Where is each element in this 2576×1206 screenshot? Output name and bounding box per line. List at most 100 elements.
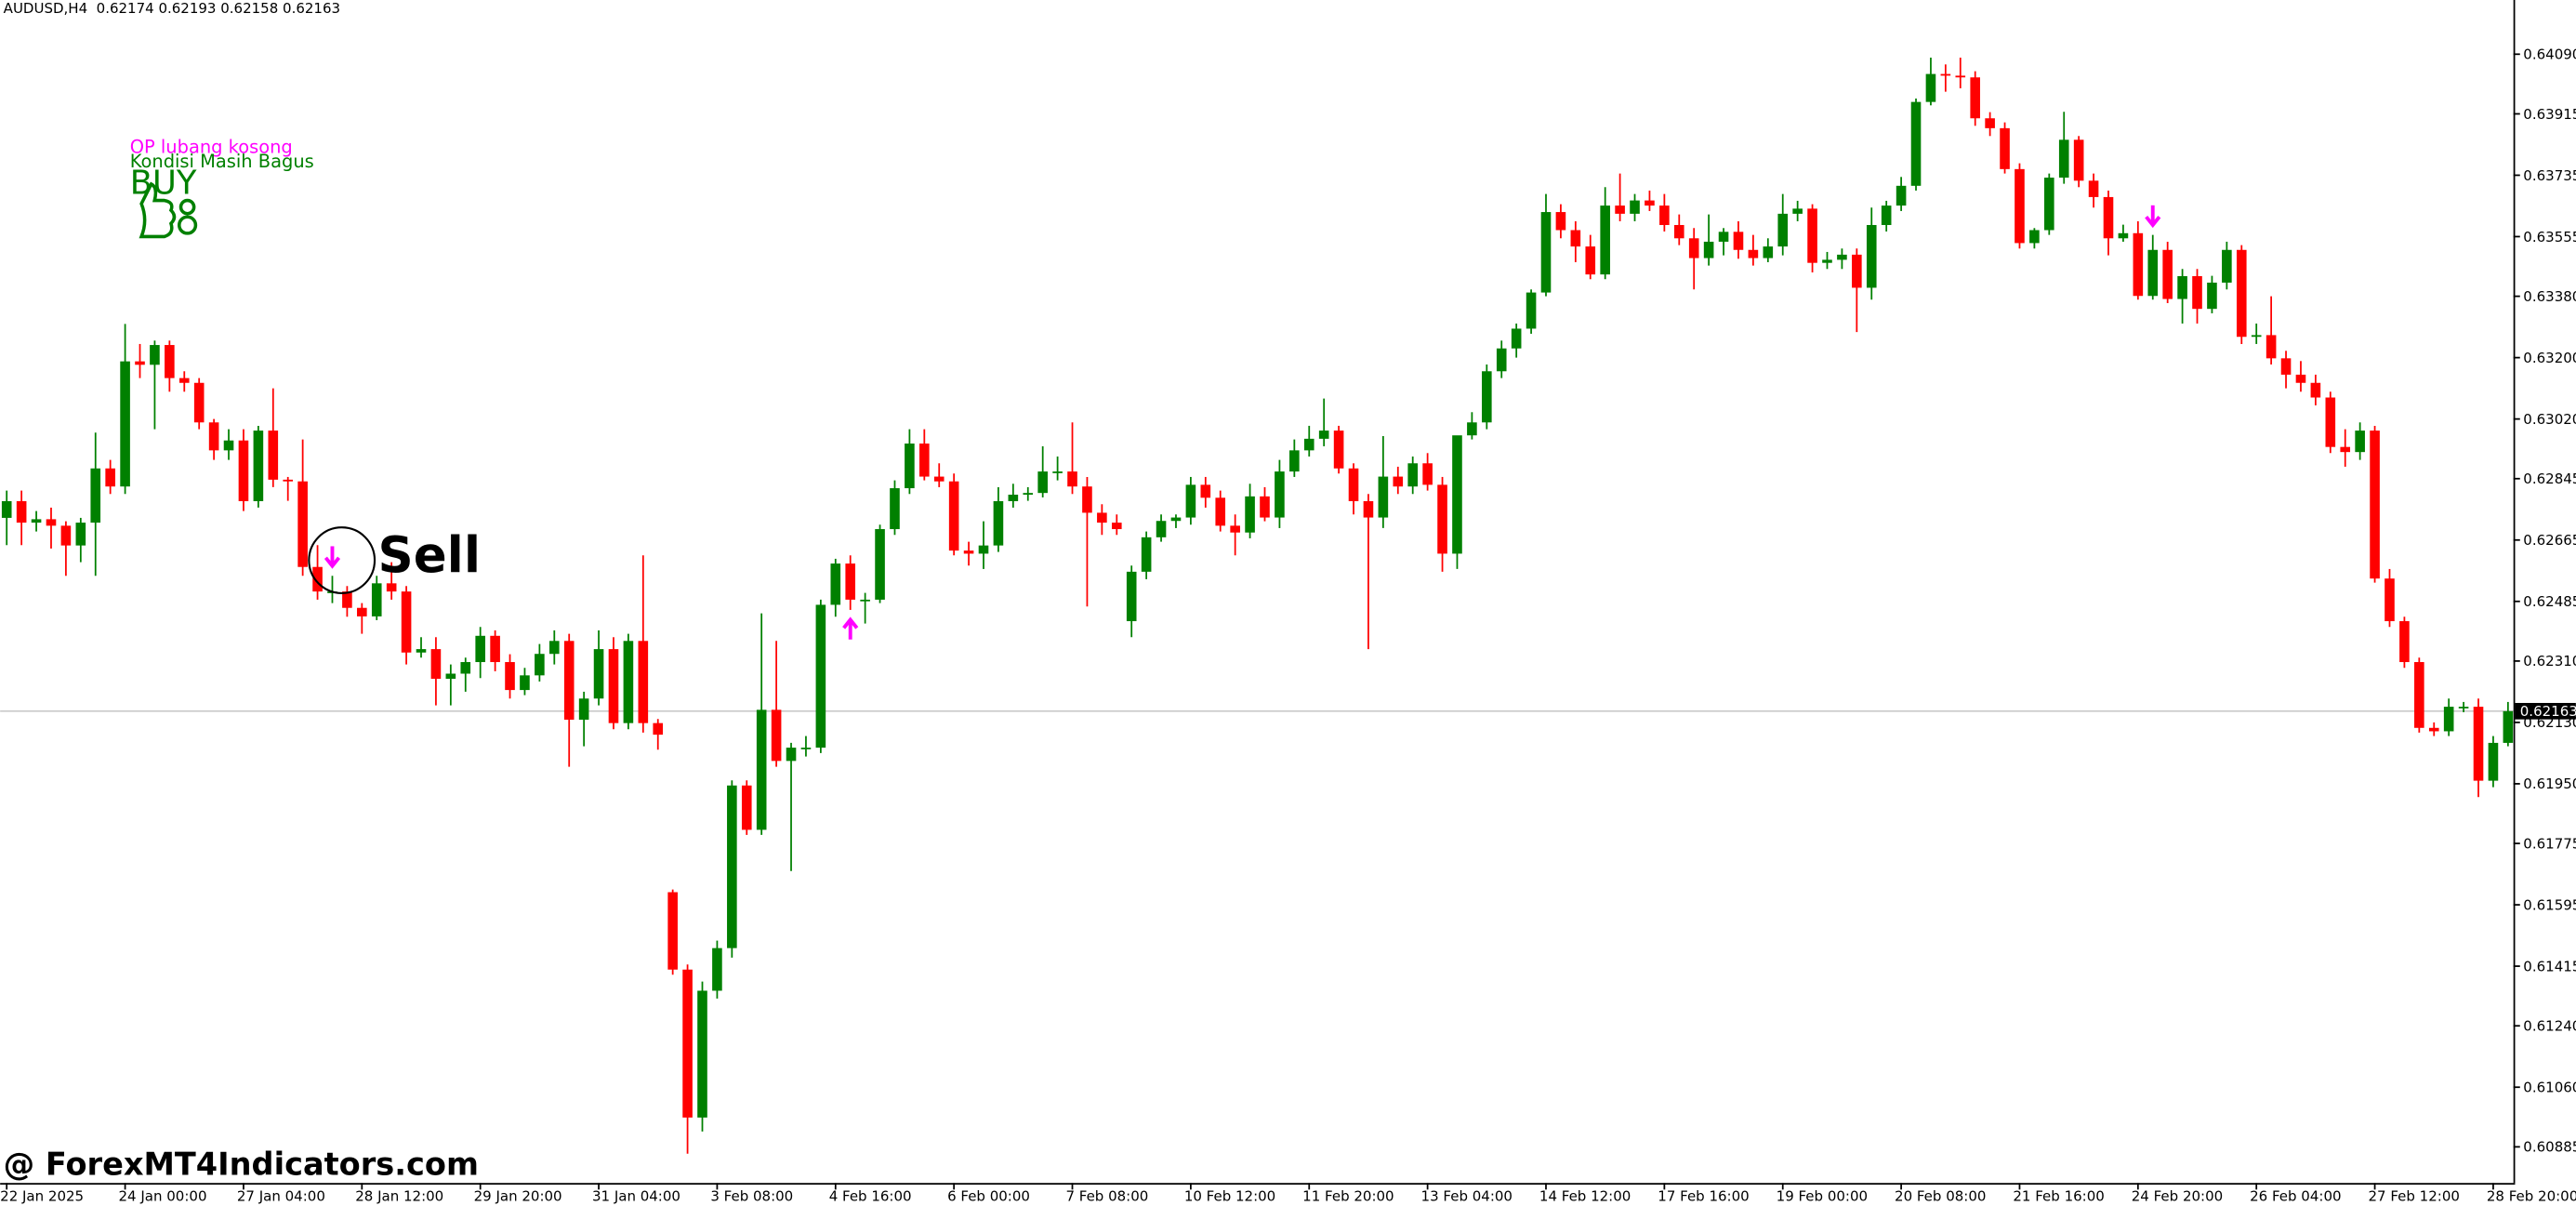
candle-body bbox=[2428, 727, 2439, 732]
x-tick-label: 6 Feb 00:00 bbox=[947, 1188, 1030, 1205]
current-price-label: 0.62163 bbox=[2520, 703, 2576, 720]
sell-label: Sell bbox=[378, 526, 481, 584]
candle-body bbox=[2414, 662, 2424, 728]
candle-body bbox=[371, 583, 382, 616]
candle-body bbox=[1482, 371, 1492, 423]
x-tick-label: 19 Feb 00:00 bbox=[1777, 1188, 1868, 1205]
candle-body bbox=[342, 591, 352, 608]
candle-body bbox=[2355, 431, 2365, 453]
candle-body bbox=[1185, 484, 1196, 518]
candle-body bbox=[1792, 208, 1803, 214]
plot-area bbox=[0, 57, 2514, 1154]
candle-body bbox=[1748, 249, 1759, 258]
candle-body bbox=[1260, 496, 1270, 518]
candle-body bbox=[1718, 232, 1729, 242]
y-tick-label: 0.63915 bbox=[2523, 106, 2576, 123]
x-tick-label: 28 Feb 20:00 bbox=[2487, 1188, 2576, 1205]
candle-body bbox=[2207, 282, 2217, 310]
sell-circle bbox=[308, 526, 376, 594]
candle-body bbox=[178, 378, 190, 383]
symbol-header: AUDUSD,H4 0.62174 0.62193 0.62158 0.6216… bbox=[4, 0, 340, 17]
candle-body bbox=[875, 529, 885, 600]
candle-body bbox=[193, 382, 205, 423]
candle-body bbox=[712, 948, 722, 991]
candle-body bbox=[890, 488, 900, 530]
candle-body bbox=[653, 722, 664, 736]
candle-body bbox=[105, 468, 115, 487]
candle-body bbox=[1318, 431, 1329, 439]
candle-body bbox=[2325, 397, 2336, 447]
candle-body bbox=[1289, 450, 1300, 472]
candle-body bbox=[120, 361, 130, 487]
y-tick-label: 0.61415 bbox=[2523, 958, 2576, 974]
candle-body bbox=[1097, 512, 1107, 523]
y-tick-label: 0.61060 bbox=[2523, 1080, 2576, 1096]
candle-body bbox=[1540, 212, 1552, 293]
candle-body bbox=[1940, 73, 1951, 76]
candle-body bbox=[401, 591, 412, 653]
candle-body bbox=[756, 709, 767, 830]
candle-body bbox=[2458, 707, 2469, 709]
candle-body bbox=[297, 481, 308, 567]
candle-body bbox=[667, 892, 678, 970]
arrow-head bbox=[842, 616, 859, 630]
candle-body bbox=[1082, 486, 1092, 513]
x-tick-label: 10 Feb 12:00 bbox=[1184, 1188, 1275, 1205]
y-tick-label: 0.63555 bbox=[2523, 229, 2576, 245]
candle-body bbox=[1837, 254, 1847, 260]
candle-body bbox=[1275, 471, 1285, 518]
candle-body bbox=[1378, 476, 1389, 518]
candle-body bbox=[1245, 496, 1255, 533]
candle-body bbox=[948, 481, 959, 551]
candle-body bbox=[2266, 335, 2277, 359]
candle-body bbox=[357, 607, 367, 616]
candle-body bbox=[905, 444, 915, 489]
candle-body bbox=[2399, 621, 2410, 663]
candle-body bbox=[1733, 232, 1744, 250]
candle-body bbox=[1393, 476, 1404, 487]
buy-label: BUY bbox=[130, 165, 197, 203]
candle-body bbox=[638, 641, 649, 723]
candle-body bbox=[623, 641, 634, 723]
candle-body bbox=[312, 566, 323, 592]
candle-body bbox=[845, 563, 856, 600]
candle-body bbox=[1303, 438, 1314, 451]
candle-body bbox=[1156, 521, 1167, 537]
candle-body bbox=[978, 545, 989, 554]
candle-body bbox=[1585, 246, 1596, 275]
x-tick-label: 13 Feb 04:00 bbox=[1421, 1188, 1513, 1205]
x-tick-label: 11 Feb 20:00 bbox=[1302, 1188, 1394, 1205]
candle-body bbox=[1333, 431, 1344, 469]
candle-body bbox=[1570, 230, 1581, 247]
candle-body bbox=[1673, 224, 1684, 239]
candle-body bbox=[268, 431, 279, 480]
candle-body bbox=[2503, 710, 2514, 743]
op-label: OP lubang kosong bbox=[130, 136, 293, 157]
candle-body bbox=[771, 709, 782, 762]
candle-body bbox=[1141, 537, 1152, 572]
candle-body bbox=[1703, 241, 1714, 258]
x-tick-label: 27 Feb 12:00 bbox=[2368, 1188, 2459, 1205]
candle-body bbox=[1555, 212, 1566, 231]
candle-body bbox=[208, 422, 219, 451]
candle-body bbox=[1881, 205, 1892, 225]
y-tick-label: 0.62845 bbox=[2523, 470, 2576, 487]
candle-body bbox=[1763, 246, 1774, 258]
candle-body bbox=[1925, 73, 1936, 102]
candle-body bbox=[60, 525, 72, 546]
y-tick-label: 0.63735 bbox=[2523, 167, 2576, 184]
candle-body bbox=[2370, 431, 2380, 579]
x-tick-label: 24 Feb 20:00 bbox=[2132, 1188, 2223, 1205]
candle-body bbox=[1777, 213, 1789, 247]
x-tick-label: 4 Feb 16:00 bbox=[829, 1188, 912, 1205]
candle-body bbox=[800, 748, 812, 749]
candle-body bbox=[608, 649, 619, 723]
candle-body bbox=[2073, 139, 2084, 181]
candle-body bbox=[2029, 230, 2040, 244]
x-tick-label: 28 Jan 12:00 bbox=[355, 1188, 443, 1205]
candle-body bbox=[2000, 127, 2010, 169]
candle-body bbox=[1215, 497, 1226, 526]
x-tick-label: 24 Jan 00:00 bbox=[119, 1188, 207, 1205]
kondisi-label: Kondisi Masih Bagus bbox=[130, 151, 314, 172]
candle-body bbox=[1170, 517, 1182, 522]
